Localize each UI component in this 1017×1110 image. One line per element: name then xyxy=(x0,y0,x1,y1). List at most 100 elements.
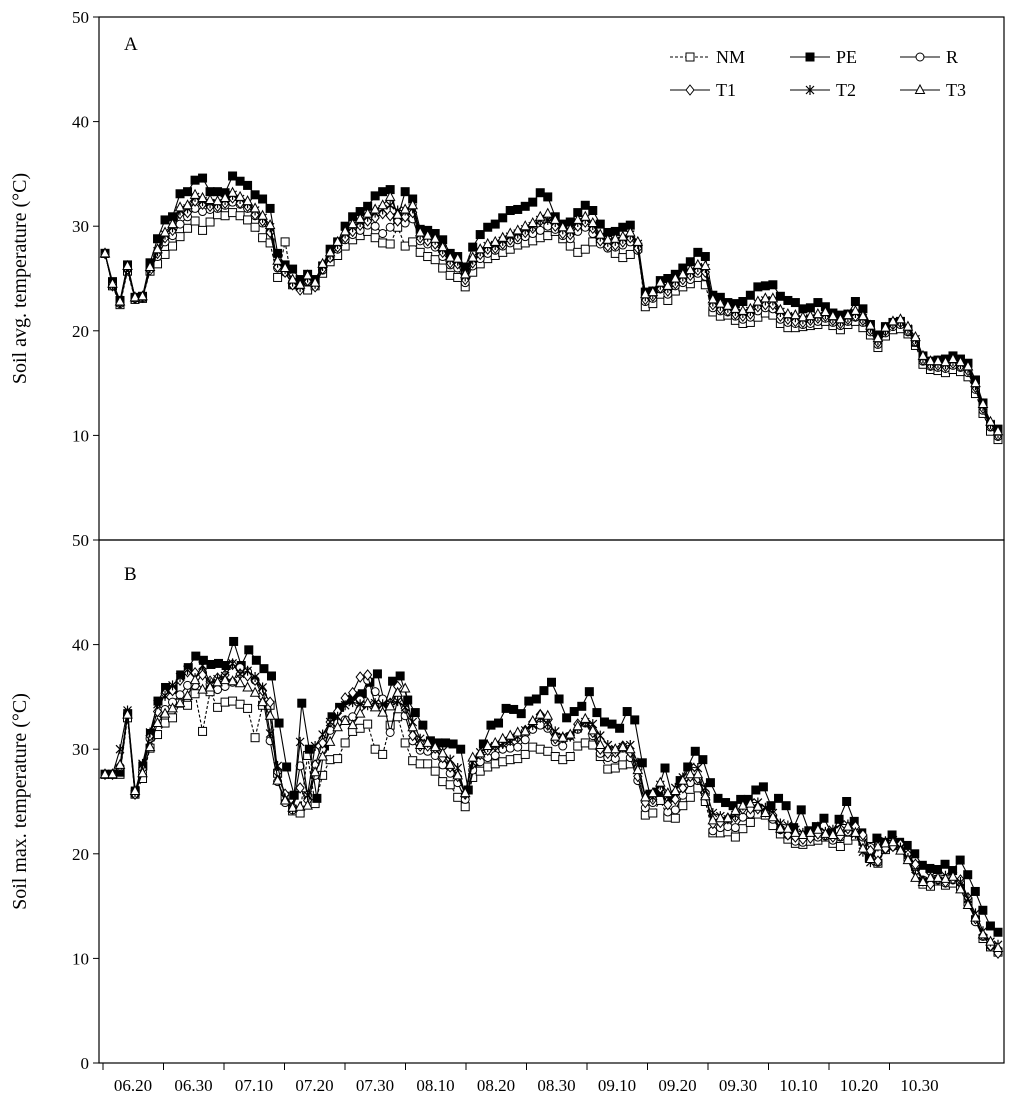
data-point-t2 xyxy=(333,711,343,722)
data-point-t3 xyxy=(287,801,298,812)
data-point-nm xyxy=(745,817,755,827)
data-point-t3 xyxy=(174,697,186,708)
data-point-nm xyxy=(220,211,230,221)
data-point-t3 xyxy=(227,675,238,686)
data-point-t1 xyxy=(363,669,373,681)
data-point-pe xyxy=(448,739,458,749)
data-point-t3 xyxy=(850,304,861,315)
data-point-pe xyxy=(235,176,245,186)
data-point-t3 xyxy=(114,758,126,769)
data-point-t3 xyxy=(760,806,771,818)
data-point-nm xyxy=(513,754,523,764)
data-point-t3 xyxy=(272,254,283,265)
data-point-nm xyxy=(408,237,418,247)
data-point-t3 xyxy=(572,720,584,731)
data-point-t3 xyxy=(872,332,884,343)
data-point-t2 xyxy=(175,672,185,683)
data-point-nm xyxy=(213,702,223,712)
data-point-nm xyxy=(438,777,448,787)
data-point-t3 xyxy=(654,276,666,287)
data-point-t3 xyxy=(842,820,854,831)
data-point-t2 xyxy=(340,700,350,711)
data-point-nm xyxy=(378,749,388,759)
data-point-t3 xyxy=(594,738,606,750)
data-point-pe xyxy=(483,222,493,232)
data-point-pe xyxy=(768,280,778,290)
data-point-t3 xyxy=(947,870,959,881)
data-point-t3 xyxy=(632,764,644,775)
data-point-nm xyxy=(370,233,380,243)
data-point-t3 xyxy=(257,209,268,220)
data-point-t1 xyxy=(197,669,208,681)
data-point-t3 xyxy=(422,736,434,747)
data-point-t3 xyxy=(242,195,253,206)
data-point-pe xyxy=(554,694,564,704)
data-point-nm xyxy=(528,236,538,246)
data-point-t3 xyxy=(129,291,141,302)
data-point-nm xyxy=(303,285,313,295)
data-point-t3 xyxy=(527,714,539,725)
data-point-t3 xyxy=(617,230,629,241)
data-point-t3 xyxy=(302,799,313,810)
data-point-pe xyxy=(813,298,823,308)
data-point-pe xyxy=(198,173,208,183)
legend-label: NM xyxy=(716,47,745,67)
y-tick-label: 10 xyxy=(72,426,89,445)
data-point-nm xyxy=(235,211,245,221)
data-point-t3 xyxy=(624,743,636,754)
data-point-t3 xyxy=(332,235,343,246)
data-point-nm xyxy=(648,808,658,818)
data-point-t3 xyxy=(992,941,1004,952)
data-point-nm xyxy=(730,832,740,842)
data-point-t3 xyxy=(715,297,726,308)
data-point-nm xyxy=(198,225,208,235)
data-point-t1 xyxy=(385,209,395,222)
data-point-t3 xyxy=(167,218,178,229)
data-point-nm xyxy=(400,738,410,748)
data-point-pe xyxy=(265,203,275,213)
legend-marker xyxy=(915,52,925,62)
series-line-r xyxy=(105,667,999,951)
data-point-t3 xyxy=(204,193,216,205)
x-axis: 06.20 06.30 07.10 07.20 07.30 08.10 08.20 08.30… xyxy=(102,1063,939,1095)
x-tick-label: 09.20 xyxy=(658,1076,696,1095)
data-point-pe xyxy=(250,190,260,200)
data-point-t3 xyxy=(234,190,246,201)
data-point-pe xyxy=(775,291,785,301)
data-point-pe xyxy=(304,744,314,754)
data-point-t3 xyxy=(204,681,216,692)
data-point-t3 xyxy=(549,730,561,741)
data-point-pe xyxy=(577,701,587,711)
data-point-t2 xyxy=(543,719,553,730)
data-point-t3 xyxy=(767,811,779,822)
data-point-nm xyxy=(670,813,680,823)
data-point-t3 xyxy=(279,794,291,805)
data-point-t3 xyxy=(639,791,651,802)
y-tick-label: 50 xyxy=(72,531,89,550)
data-point-nm xyxy=(430,766,440,776)
data-point-pe xyxy=(819,813,829,823)
data-point-t3 xyxy=(392,686,403,697)
data-point-t3 xyxy=(452,769,464,780)
data-point-pe xyxy=(607,719,617,729)
data-point-pe xyxy=(372,669,382,679)
legend-entry-pe: PE xyxy=(790,47,857,67)
data-point-t3 xyxy=(422,229,434,240)
data-point-t3 xyxy=(835,825,846,836)
data-point-t3 xyxy=(925,871,936,882)
legend-entry-t3: T3 xyxy=(900,80,966,100)
data-point-pe xyxy=(468,242,478,252)
data-point-nm xyxy=(175,232,185,242)
data-point-nm xyxy=(505,755,515,765)
data-point-t1 xyxy=(295,782,305,794)
data-point-t3 xyxy=(970,911,981,922)
data-point-pe xyxy=(637,758,647,768)
data-point-pe xyxy=(618,222,628,232)
data-point-t3 xyxy=(347,218,358,229)
data-point-t3 xyxy=(940,872,951,883)
data-point-t3 xyxy=(384,190,396,201)
data-point-t3 xyxy=(902,854,914,865)
panel-b-max-temperature: 0 10 20 30 40 50 Soil max. temperature (°C) B xyxy=(9,531,1005,1073)
panel-label: A xyxy=(124,34,138,55)
data-point-pe xyxy=(229,636,239,646)
